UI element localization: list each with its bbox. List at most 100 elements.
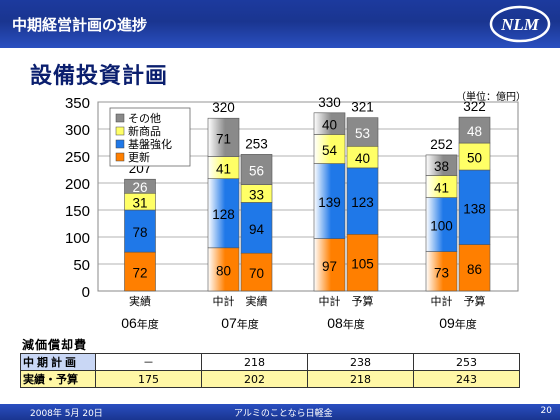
data-label: 41: [216, 162, 231, 177]
y-tick-label: 300: [65, 122, 90, 139]
data-label: 54: [322, 143, 338, 158]
x-group-label: 08年度: [327, 315, 365, 331]
unit-label: （単位：億円）: [456, 92, 526, 103]
x-bar-label: 中計: [319, 294, 341, 308]
total-label: 253: [245, 136, 268, 151]
table-cell: 238: [307, 353, 414, 371]
y-tick-label: 50: [73, 257, 90, 274]
data-label: 26: [132, 180, 147, 195]
legend-label: その他: [128, 112, 161, 125]
data-label: 53: [355, 126, 370, 141]
data-label: 139: [318, 195, 341, 210]
bar-segment: [425, 154, 458, 176]
x-bar-label: 実績: [129, 294, 151, 308]
capex-chart: 05010015020025030035072783126207実績06年度80…: [65, 95, 519, 331]
legend-label: 基盤強化: [128, 137, 172, 151]
bar-segment: [124, 178, 156, 194]
legend-swatch: [115, 126, 125, 136]
table-cell: 202: [201, 370, 308, 388]
data-label: 78: [132, 225, 147, 240]
table-row: 実績・予算 175 202 218 243: [20, 370, 520, 388]
total-label: 252: [430, 137, 453, 152]
data-label: 94: [249, 222, 265, 237]
y-tick-label: 100: [65, 230, 90, 247]
footer-tagline: アルミのことなら日軽金: [234, 409, 333, 419]
x-group-label: 06年度: [121, 315, 159, 331]
table-row: 中期計画 － 218 238 253: [20, 353, 520, 371]
legend-swatch: [115, 139, 125, 149]
y-tick-label: 250: [65, 149, 90, 166]
total-label: 320: [212, 100, 235, 115]
footer-date: 2008年 5月 20日: [30, 409, 103, 419]
x-group-label: 07年度: [221, 315, 259, 331]
bar-segment: [425, 251, 458, 292]
total-label: 321: [351, 100, 374, 115]
y-tick-label: 200: [65, 176, 90, 193]
data-label: 50: [467, 151, 482, 166]
x-bar-label: 予算: [464, 294, 486, 308]
bar-segment: [240, 252, 273, 292]
bar-segment: [240, 154, 273, 185]
data-label: 71: [216, 131, 231, 146]
data-label: 72: [132, 266, 147, 281]
data-label: 86: [467, 262, 482, 277]
x-bar-label: 中計: [431, 294, 453, 308]
data-label: 40: [355, 151, 370, 166]
data-label: 38: [434, 159, 449, 174]
row-label-plan: 中期計画: [20, 353, 96, 371]
depreciation-table: 中期計画 － 218 238 253 実績・予算 175 202 218 243: [20, 353, 520, 388]
company-logo: NLM: [489, 5, 551, 43]
legend-swatch: [115, 152, 125, 162]
y-tick-label: 0: [82, 284, 90, 301]
table-cell: 243: [413, 370, 520, 388]
data-label: 138: [463, 201, 486, 216]
table-cell: 175: [95, 370, 202, 388]
data-label: 123: [351, 195, 374, 210]
bar-segment: [458, 244, 491, 292]
table-cell: －: [95, 353, 202, 371]
footer-bar: 2008年 5月 20日 アルミのことなら日軽金 20: [0, 404, 560, 420]
data-label: 105: [351, 257, 374, 272]
data-label: 41: [434, 181, 449, 196]
data-label: 56: [249, 164, 264, 179]
bar-segment: [458, 116, 491, 144]
bar-segment: [313, 112, 346, 135]
bar-segment: [346, 117, 379, 147]
total-label: 330: [318, 95, 341, 110]
y-tick-label: 350: [65, 95, 90, 112]
legend-label: 新商品: [128, 124, 161, 138]
bar-segment: [458, 142, 491, 171]
legend-swatch: [115, 113, 125, 123]
data-label: 40: [322, 118, 337, 133]
total-label: 322: [463, 99, 486, 114]
bar-segment: [346, 234, 379, 292]
depreciation-title: 減価償却費: [22, 338, 88, 352]
data-label: 70: [249, 266, 264, 281]
data-label: 48: [467, 124, 482, 139]
table-cell: 253: [413, 353, 520, 371]
x-bar-label: 予算: [352, 294, 374, 308]
bar-segment: [207, 117, 240, 157]
data-label: 31: [132, 196, 147, 211]
y-tick-label: 150: [65, 203, 90, 220]
svg-text:NLM: NLM: [500, 15, 540, 34]
data-label: 33: [249, 188, 264, 203]
x-bar-label: 実績: [246, 294, 268, 308]
bar-segment: [207, 247, 240, 292]
data-label: 100: [430, 219, 453, 234]
bar-segment: [313, 134, 346, 164]
bar-segment: [240, 202, 273, 254]
data-label: 73: [434, 265, 449, 280]
data-label: 80: [216, 263, 231, 278]
x-bar-label: 中計: [213, 294, 235, 308]
data-label: 97: [322, 259, 337, 274]
bar-segment: [458, 169, 491, 245]
data-label: 128: [212, 207, 235, 222]
legend-label: 更新: [128, 150, 150, 164]
page-number: 20: [540, 406, 552, 416]
x-group-label: 09年度: [439, 315, 477, 331]
table-cell: 218: [201, 353, 308, 371]
table-cell: 218: [307, 370, 414, 388]
header-title: 中期経営計画の進捗: [12, 16, 148, 34]
row-label-actual: 実績・予算: [20, 370, 96, 388]
